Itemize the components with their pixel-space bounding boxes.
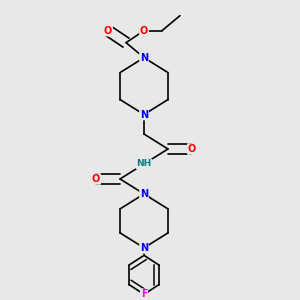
- Text: O: O: [188, 144, 196, 154]
- Text: O: O: [104, 26, 112, 36]
- Text: NH: NH: [136, 160, 152, 169]
- Text: N: N: [140, 189, 148, 199]
- Text: N: N: [140, 110, 148, 119]
- Text: F: F: [141, 289, 147, 299]
- Text: N: N: [140, 243, 148, 253]
- Text: O: O: [92, 174, 100, 184]
- Text: N: N: [140, 52, 148, 63]
- Text: O: O: [140, 26, 148, 36]
